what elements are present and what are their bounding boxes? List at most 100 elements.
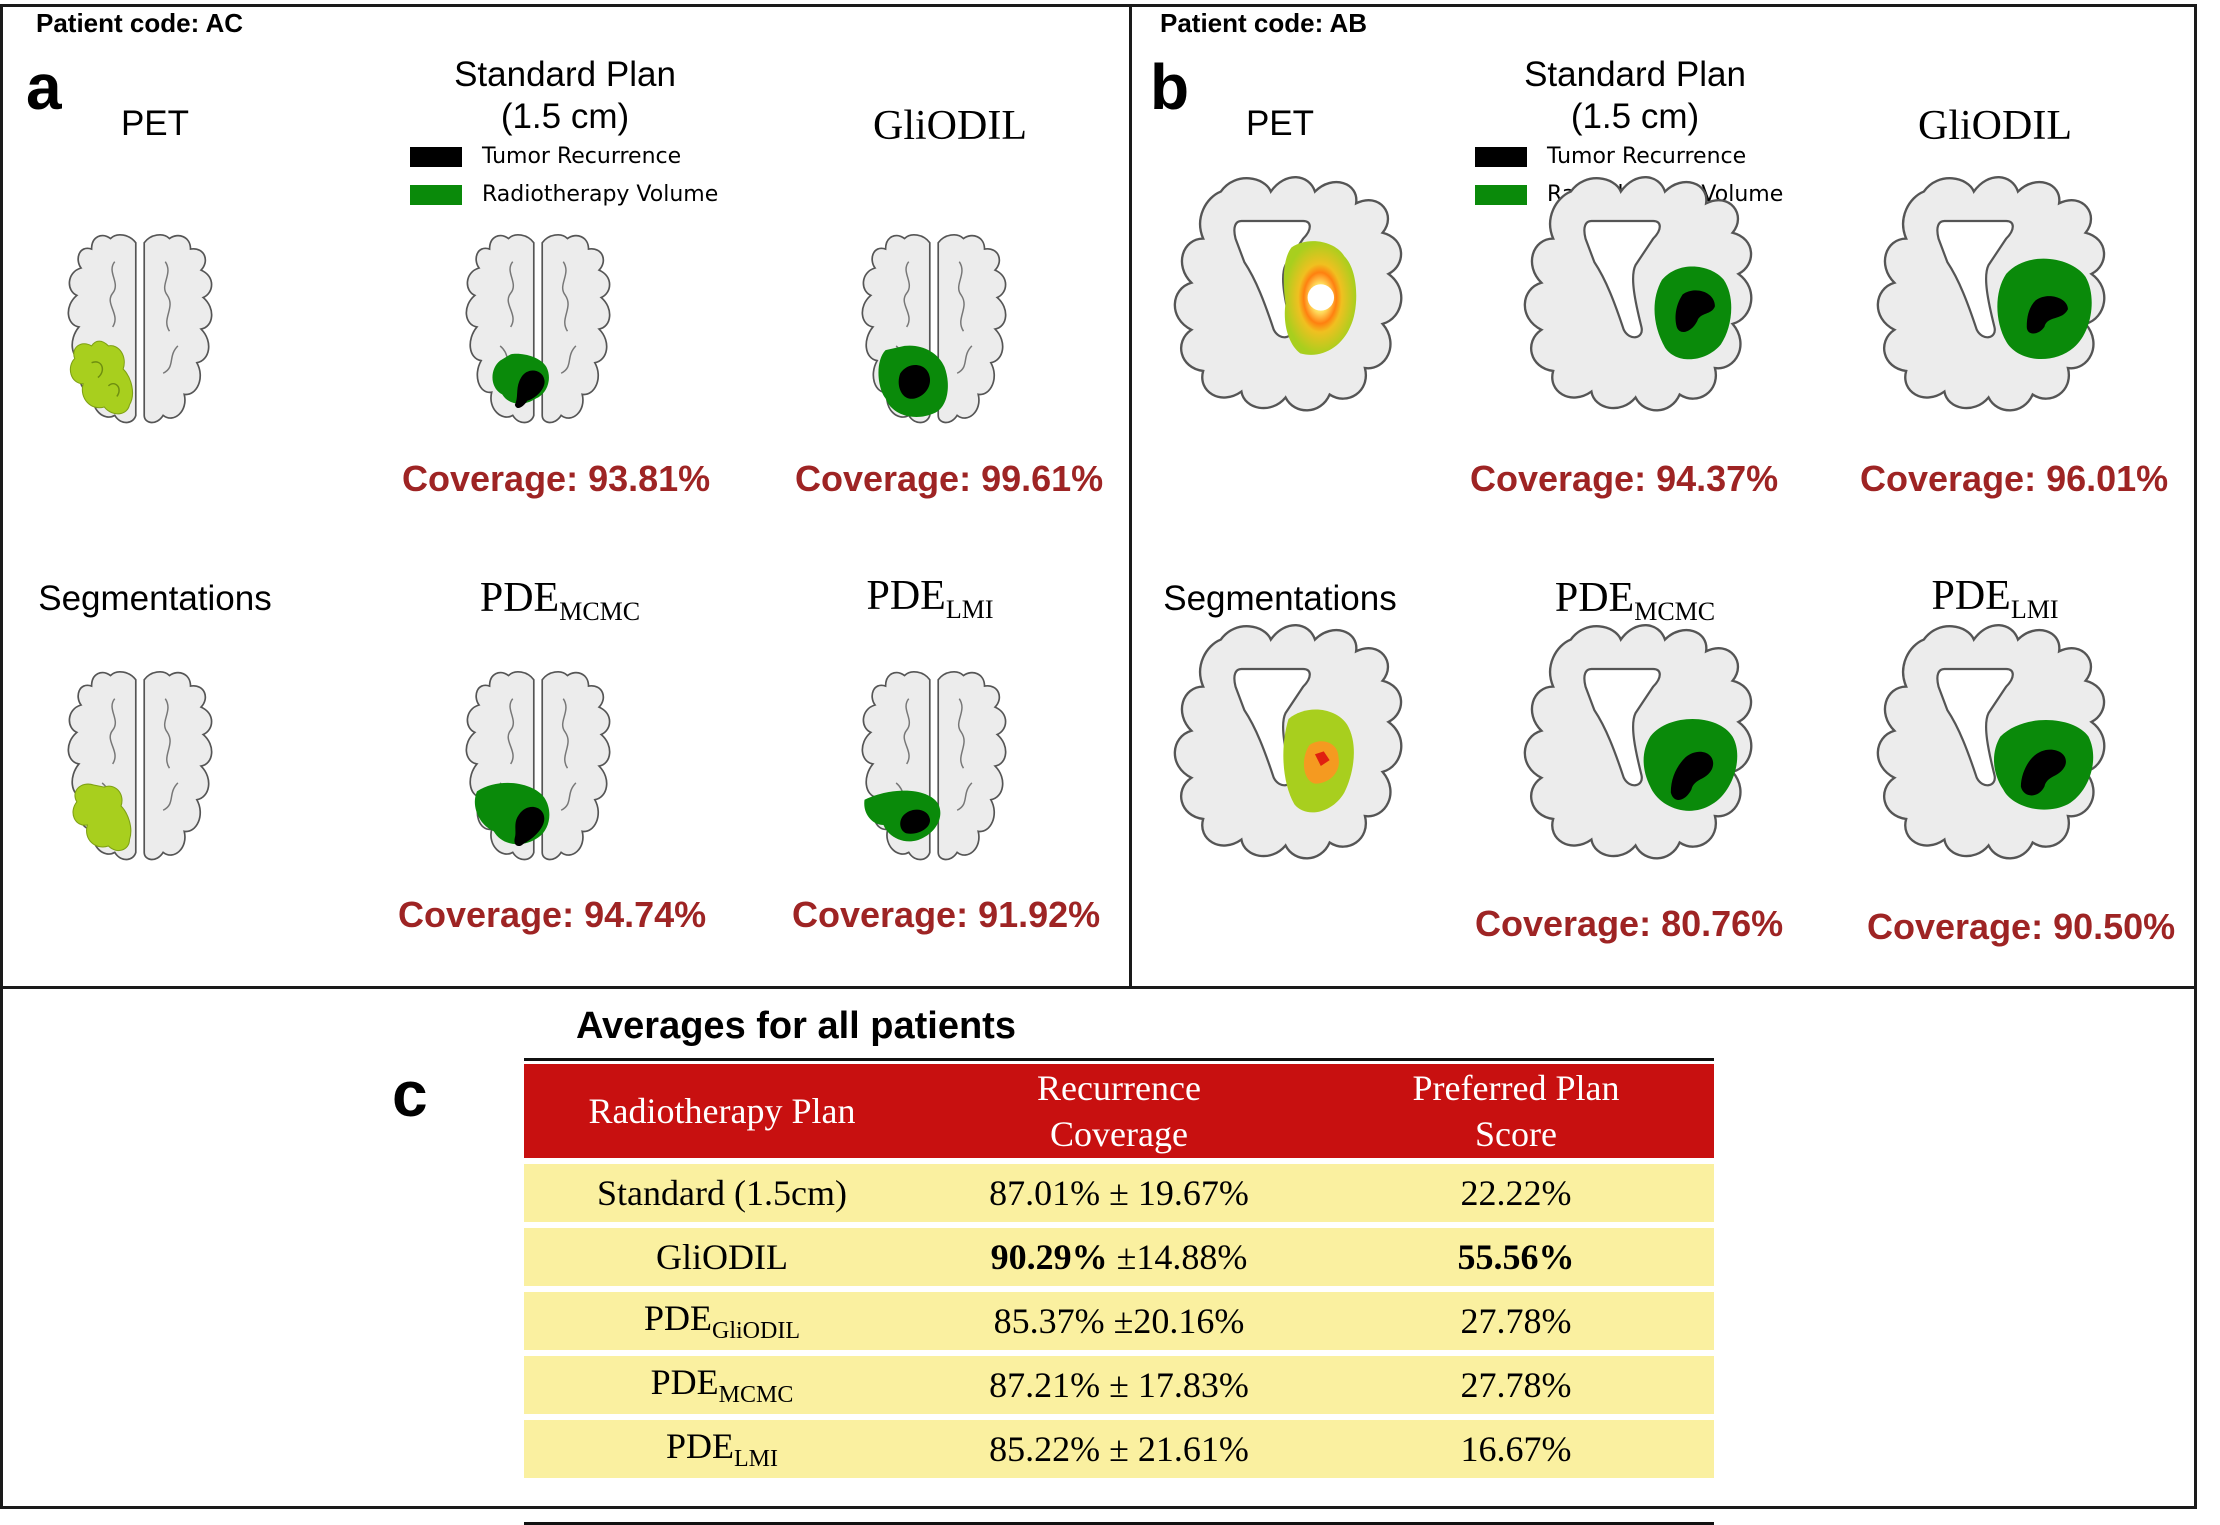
panel-label-b: b (1150, 51, 1190, 123)
header-coverage-l2: Coverage (1050, 1114, 1188, 1154)
coverage-b-pde-lmi: Coverage: 90.50% (1867, 906, 2176, 947)
title-b-segmentations: Segmentations (1163, 579, 1397, 618)
table-title: Averages for all patients (576, 1005, 1016, 1047)
row-coverage: 87.21% ± 17.83% (920, 1356, 1318, 1414)
coverage-b-standard: Coverage: 94.37% (1470, 458, 1779, 499)
legend-a-radio-label: Radiotherapy Volume (482, 182, 719, 207)
header-coverage-l1: Recurrence (1037, 1068, 1201, 1108)
row-score: 27.78% (1318, 1356, 1714, 1414)
legend-b-tumor: Tumor Recurrence (1475, 138, 1783, 176)
brain-a-pde-mcmc (465, 671, 611, 861)
header-score-l2: Score (1475, 1114, 1557, 1154)
title-b-gliodil: GliODIL (1918, 103, 2072, 149)
legend-a-radio-swatch (410, 185, 462, 205)
title-b-pde-lmi: PDELMI (1865, 572, 2125, 634)
legend-a-radio: Radiotherapy Volume (410, 176, 718, 214)
table-row: PDEGliODIL 85.37% ±20.16% 27.78% (524, 1292, 1714, 1350)
row-coverage-value: 87.21% (989, 1365, 1101, 1405)
row-plan: GliODIL (524, 1228, 920, 1286)
row-coverage-value: 85.22% (989, 1429, 1101, 1469)
coverage-a-gliodil: Coverage: 99.61% (795, 458, 1104, 499)
row-plan: PDELMI (524, 1420, 920, 1478)
row-coverage-error: ±20.16% (1104, 1301, 1245, 1341)
title-a-pde-lmi-base: PDE (866, 573, 946, 619)
legend-a-tumor-label: Tumor Recurrence (482, 144, 682, 169)
coverage-a-pde-lmi: Coverage: 91.92% (792, 894, 1101, 935)
coverage-b-gliodil: Coverage: 96.01% (1860, 458, 2169, 499)
coverage-b-pde-mcmc: Coverage: 80.76% (1475, 903, 1784, 944)
brain-a-pde-lmi (861, 671, 1007, 861)
title-a-standard-line2: (1.5 cm) (500, 97, 630, 136)
row-plan-sub: LMI (734, 1446, 778, 1472)
title-a-pde-lmi-sub: LMI (945, 595, 994, 624)
brain-a-gliodil (861, 234, 1007, 424)
brain-b-standard (1523, 176, 1753, 412)
row-score: 22.22% (1318, 1164, 1714, 1222)
row-coverage-value: 90.29% (990, 1237, 1108, 1277)
row-coverage-value: 87.01% (989, 1173, 1101, 1213)
header-plan: Radiotherapy Plan (524, 1064, 920, 1158)
brain-b-pet (1173, 176, 1403, 412)
title-b-pde-mcmc-base: PDE (1554, 575, 1635, 621)
title-a-pde-mcmc-sub: MCMC (559, 597, 641, 626)
title-b-standard-line1: Standard Plan (1524, 55, 1746, 94)
row-score: 27.78% (1318, 1292, 1714, 1350)
legend-a-tumor-swatch (410, 147, 462, 167)
table-row: Standard (1.5cm) 87.01% ± 19.67% 22.22% (524, 1164, 1714, 1222)
title-a-pet: PET (120, 104, 190, 143)
brain-b-segmentations (1173, 624, 1403, 860)
row-plan-name: Standard (1.5cm) (597, 1173, 847, 1213)
row-coverage-value: 85.37% (993, 1301, 1105, 1341)
coverage-a-standard: Coverage: 93.81% (402, 458, 711, 499)
row-coverage-error: ± 21.61% (1100, 1429, 1249, 1469)
row-plan-name: PDE (644, 1298, 713, 1338)
title-b-standard-line2: (1.5 cm) (1570, 97, 1700, 136)
row-plan-sub: GliODIL (712, 1318, 800, 1344)
row-coverage: 85.22% ± 21.61% (920, 1420, 1318, 1478)
row-coverage-error: ± 19.67% (1100, 1173, 1249, 1213)
title-a-pde-mcmc-base: PDE (479, 575, 560, 621)
row-score: 16.67% (1318, 1420, 1714, 1478)
title-b-standard: Standard Plan (1.5 cm) (1470, 54, 1800, 138)
panel-label-a: a (26, 51, 62, 123)
brain-a-segmentations (67, 671, 213, 861)
row-coverage-error: ± 17.83% (1100, 1365, 1249, 1405)
row-coverage-error: ±14.88% (1107, 1237, 1248, 1277)
table-top-rule (524, 1058, 1714, 1061)
patient-code-b: Patient code: AB (1160, 8, 1368, 38)
title-a-gliodil: GliODIL (873, 103, 1027, 149)
title-b-pde-lmi-base: PDE (1931, 573, 2011, 619)
legend-b-radio-swatch (1475, 185, 1527, 205)
title-b-pde-lmi-sub: LMI (2010, 595, 2059, 624)
legend-a-tumor: Tumor Recurrence (410, 138, 718, 176)
coverage-a-pde-mcmc: Coverage: 94.74% (398, 894, 707, 935)
row-plan-sub: MCMC (718, 1382, 794, 1408)
brain-b-pde-mcmc (1523, 624, 1753, 860)
header-score: Preferred Plan Score (1318, 1064, 1714, 1158)
brain-a-pet (67, 234, 213, 424)
row-plan-name: GliODIL (656, 1237, 788, 1277)
legend-b-tumor-swatch (1475, 147, 1527, 167)
row-score-value: 55.56% (1457, 1237, 1575, 1277)
row-coverage: 90.29% ±14.88% (920, 1228, 1318, 1286)
title-b-pet: PET (1245, 104, 1315, 143)
brain-b-gliodil (1876, 176, 2106, 412)
title-a-standard-line1: Standard Plan (454, 55, 676, 94)
row-coverage: 85.37% ±20.16% (920, 1292, 1318, 1350)
panel-label-c: c (392, 1058, 428, 1130)
row-plan-name: PDE (650, 1362, 719, 1402)
title-b-pde-mcmc: PDEMCMC (1495, 574, 1775, 636)
row-score: 55.56% (1318, 1228, 1714, 1286)
row-plan: Standard (1.5cm) (524, 1164, 920, 1222)
legend-a: Tumor Recurrence Radiotherapy Volume (410, 138, 718, 214)
title-a-pde-mcmc: PDEMCMC (420, 574, 700, 636)
header-coverage: Recurrence Coverage (920, 1064, 1318, 1158)
title-a-standard: Standard Plan (1.5 cm) (400, 54, 730, 138)
header-score-l1: Preferred Plan (1412, 1068, 1620, 1108)
patient-code-a: Patient code: AC (36, 8, 244, 38)
title-a-segmentations: Segmentations (38, 579, 272, 618)
table-row: PDELMI 85.22% ± 21.61% 16.67% (524, 1420, 1714, 1478)
row-coverage: 87.01% ± 19.67% (920, 1164, 1318, 1222)
legend-b-tumor-label: Tumor Recurrence (1547, 144, 1747, 169)
panel-c-frame (0, 986, 2197, 1509)
